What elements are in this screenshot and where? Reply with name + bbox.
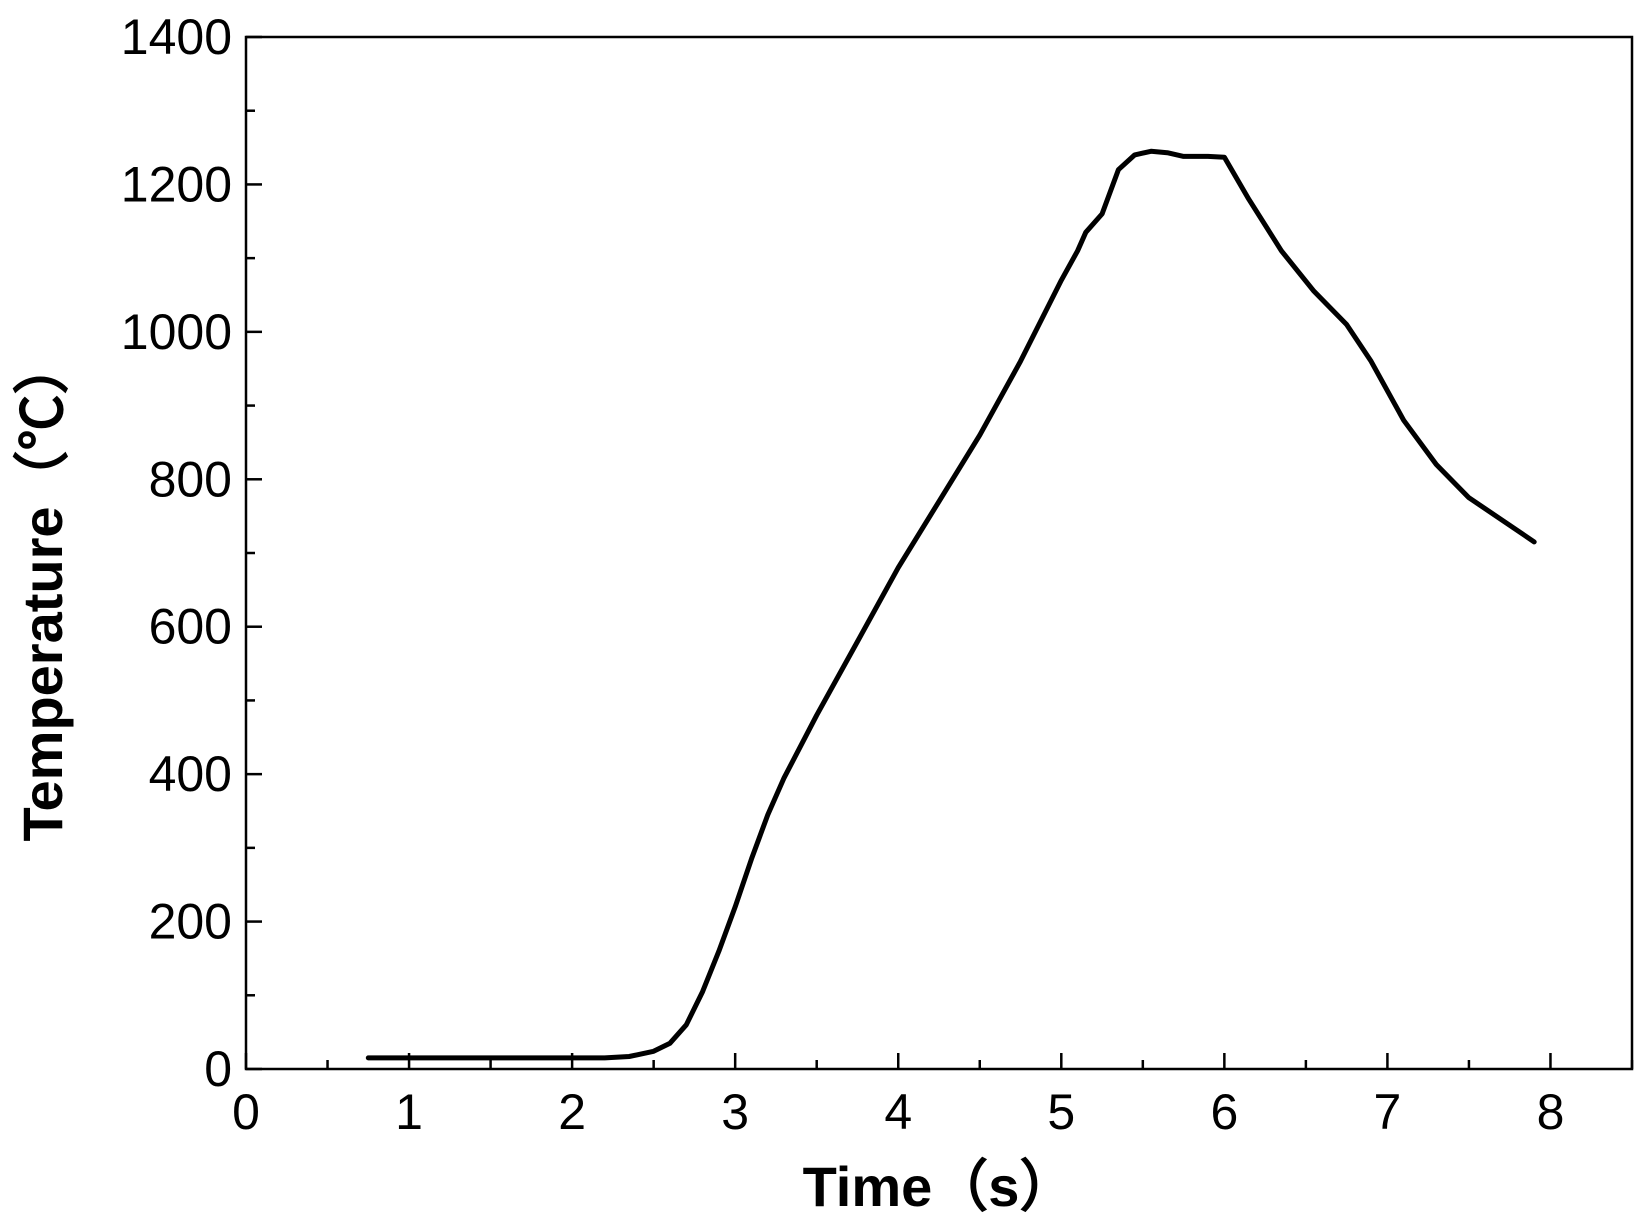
x-tick-label: 2 — [558, 1084, 586, 1140]
x-axis-tick-labels: 0 1 2 3 4 5 6 7 8 — [232, 1084, 1564, 1140]
x-tick-label: 7 — [1374, 1084, 1402, 1140]
x-tick-label: 1 — [395, 1084, 423, 1140]
y-tick-label: 1400 — [121, 9, 232, 65]
x-tick-label: 8 — [1537, 1084, 1565, 1140]
y-tick-label: 600 — [149, 599, 232, 655]
x-tick-label: 5 — [1047, 1084, 1075, 1140]
x-axis-ticks — [244, 1053, 1634, 1069]
x-tick-label: 3 — [721, 1084, 749, 1140]
temperature-series-line — [365, 148, 1537, 1061]
x-tick-label: 4 — [884, 1084, 912, 1140]
y-tick-label: 0 — [204, 1041, 232, 1097]
x-tick-label: 6 — [1210, 1084, 1238, 1140]
y-axis-tick-labels: 0 200 400 600 800 1000 1200 1400 — [121, 9, 232, 1097]
y-tick-label: 1000 — [121, 304, 232, 360]
plot-area-frame — [244, 35, 1634, 1071]
y-axis-ticks — [246, 35, 262, 1071]
y-tick-label: 400 — [149, 746, 232, 802]
y-axis-title: Temperature（℃） — [11, 338, 74, 841]
x-tick-label: 0 — [232, 1084, 260, 1140]
y-tick-label: 1200 — [121, 156, 232, 212]
y-tick-label: 200 — [149, 894, 232, 950]
y-tick-label: 800 — [149, 451, 232, 507]
x-axis-title: Time（s） — [803, 1155, 1076, 1218]
